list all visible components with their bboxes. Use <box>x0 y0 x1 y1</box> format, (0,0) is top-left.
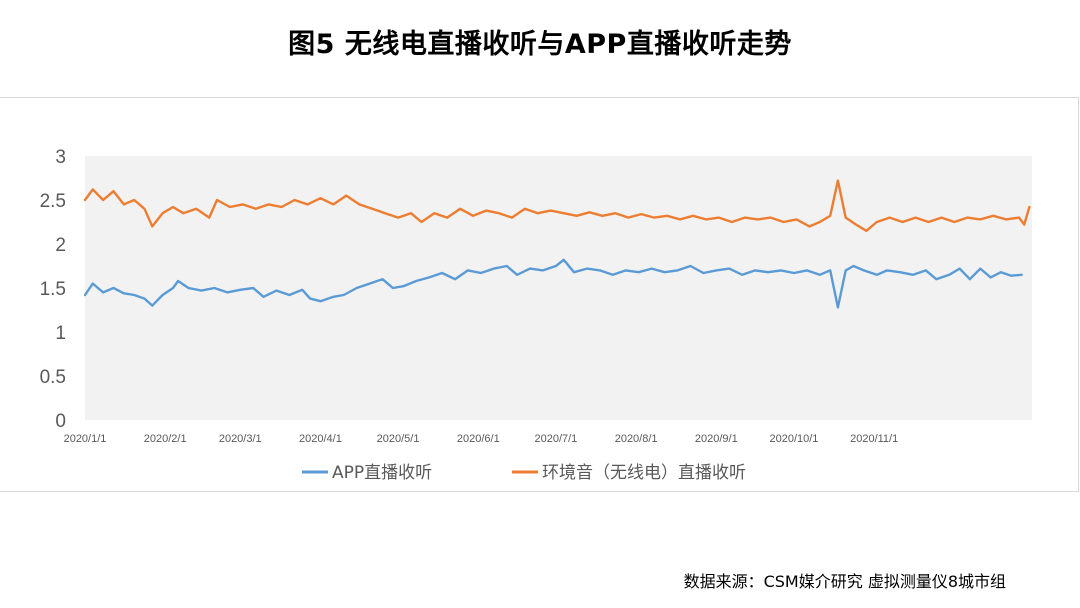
x-tick-label: 2020/10/1 <box>769 433 818 445</box>
y-tick-label: 0.5 <box>40 367 66 388</box>
x-tick-label: 2020/8/1 <box>615 433 658 445</box>
y-tick-label: 1 <box>55 323 66 344</box>
chart-frame: 0 0.5 1 1.5 2 2.5 3 2020/1/1 2020/2/1 2020/3/1 202… <box>0 97 1079 492</box>
x-tick-label: 2020/11/1 <box>850 433 898 445</box>
x-tick-label: 2020/1/1 <box>64 433 107 445</box>
x-tick-label: 2020/4/1 <box>299 433 342 445</box>
x-tick-label: 2020/3/1 <box>219 433 262 445</box>
chart-title: 图5 无线电直播收听与APP直播收听走势 <box>288 29 792 60</box>
y-tick-label: 0 <box>55 411 66 432</box>
plot-area <box>85 156 1032 420</box>
y-tick-label: 3 <box>55 147 66 168</box>
y-tick-label: 1.5 <box>40 279 66 300</box>
x-tick-label: 2020/9/1 <box>695 433 738 445</box>
y-tick-label: 2 <box>55 235 66 256</box>
x-tick-label: 2020/6/1 <box>457 433 500 445</box>
y-tick-label: 2.5 <box>40 191 66 212</box>
x-tick-label: 2020/7/1 <box>534 433 577 445</box>
series-line-radio <box>83 179 1031 232</box>
x-tick-label: 2020/5/1 <box>377 433 420 445</box>
series-line-app <box>83 258 1023 309</box>
source-note: 数据来源：CSM媒介研究 虚拟测量仪8城市组 <box>683 572 1006 591</box>
legend-label-app: APP直播收听 <box>332 463 432 483</box>
line-chart: 0 0.5 1 1.5 2 2.5 3 2020/1/1 2020/2/1 2020/3/1 202… <box>40 147 1032 483</box>
legend-label-radio: 环境音（无线电）直播收听 <box>542 463 746 483</box>
x-tick-label: 2020/2/1 <box>144 433 187 445</box>
